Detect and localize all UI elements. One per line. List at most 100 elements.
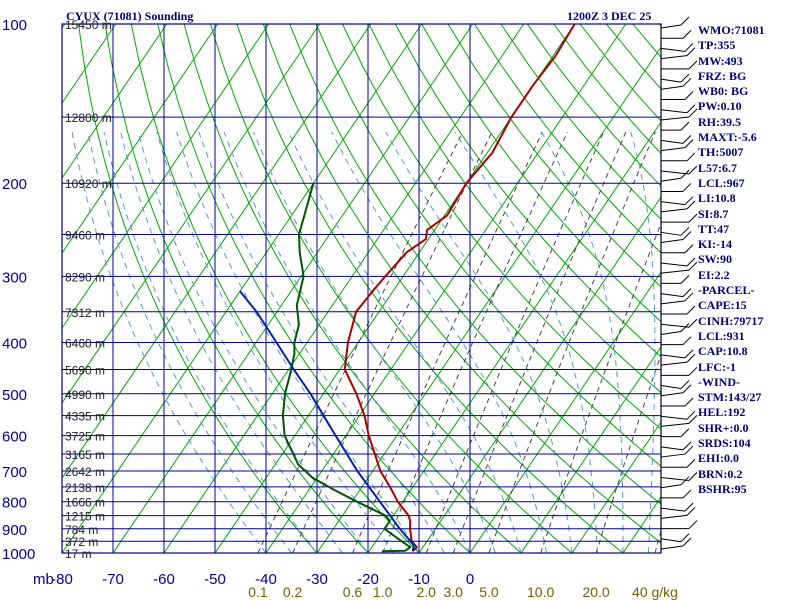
height-label: 784 m <box>65 523 98 537</box>
mixing-ratio-label: 5.0 <box>479 584 499 600</box>
height-label: 9460 m <box>65 229 105 243</box>
height-label: 4335 m <box>65 410 105 424</box>
wind-barb <box>660 446 684 451</box>
temperature-tick-label: -10 <box>408 571 430 588</box>
sounding-index-item: -WIND- <box>698 374 740 389</box>
wind-barb <box>684 43 694 52</box>
wind-barb <box>680 226 690 236</box>
sounding-index-item: LCL:967 <box>698 175 745 190</box>
sounding-indices-list: WMO:71081 TP:355 MW:493 FRZ: BG WB0: BG PW:0.… <box>698 23 765 497</box>
sounding-index-item: TP:355 <box>698 38 736 53</box>
sounding-index-item: STM:143/27 <box>698 390 762 405</box>
wind-barb <box>686 104 696 114</box>
wind-barb <box>660 139 684 144</box>
height-label: 4990 m <box>65 388 105 402</box>
wind-barb <box>660 514 688 519</box>
wind-barb <box>688 213 698 223</box>
mixing-ratio-line <box>292 131 493 553</box>
wind-barb <box>660 85 684 90</box>
wind-barb <box>660 538 682 543</box>
isotherm-line <box>62 24 270 329</box>
moist-adiabat-line <box>331 131 547 553</box>
sounding-index-item: CINH:79717 <box>698 313 764 328</box>
wind-barb <box>684 244 694 254</box>
wind-barb <box>660 330 682 335</box>
mixing-ratio-label: 10.0 <box>527 584 554 600</box>
temperature-tick-label: -30 <box>306 571 328 588</box>
wind-barb <box>684 196 694 206</box>
sounding-index-item: FRZ: BG <box>698 68 747 83</box>
wind-barb <box>688 108 698 118</box>
chart-timestamp: 1200Z 3 DEC 25 <box>567 9 652 23</box>
sounding-index-item: PW:0.10 <box>698 99 742 114</box>
wind-barb <box>660 231 682 236</box>
height-label: 15450 m <box>65 18 112 32</box>
mixing-ratio-label: 0.2 <box>283 584 303 600</box>
sounding-index-item: L57:6.7 <box>698 160 737 175</box>
wind-barb <box>660 116 690 121</box>
wind-barb <box>688 472 698 481</box>
wind-barb <box>660 47 686 52</box>
height-label: 12800 m <box>65 111 112 125</box>
wind-barb <box>684 139 694 148</box>
isotherm-line <box>163 24 525 553</box>
height-label: 10920 m <box>65 177 112 191</box>
sounding-index-item: LFC:-1 <box>698 359 736 374</box>
isotherm-line <box>62 24 372 479</box>
wind-barb <box>682 77 692 87</box>
pressure-tick-label: 500 <box>2 387 27 404</box>
wind-barb <box>660 361 688 366</box>
mixing-ratio-label: 3.0 <box>444 584 464 600</box>
temperature-tick-label: -80 <box>51 571 73 588</box>
height-label: 2642 m <box>65 465 105 479</box>
pressure-tick-label: 200 <box>2 176 27 193</box>
height-label: 3725 m <box>65 430 105 444</box>
isotherm-line <box>571 421 661 553</box>
wind-barb <box>660 55 688 60</box>
pressure-tick-label: 100 <box>2 17 27 34</box>
wind-barb <box>682 336 692 346</box>
wind-barb <box>682 135 692 144</box>
pressure-tick-label: 900 <box>2 522 27 539</box>
wind-barb <box>680 428 690 437</box>
wind-barb <box>686 200 696 210</box>
wind-barb <box>660 476 690 481</box>
sounding-index-item: TT:47 <box>698 221 730 236</box>
wind-barb <box>680 121 690 131</box>
wind-barb <box>686 353 696 363</box>
wind-barb <box>686 152 696 162</box>
height-label: 17 m <box>65 547 92 561</box>
wind-barb <box>684 502 694 512</box>
temperature-tick-label: -50 <box>204 571 226 588</box>
sounding-index-item: MW:493 <box>698 53 743 68</box>
wind-barb <box>686 410 696 420</box>
temperature-tick-label: -70 <box>102 571 124 588</box>
wind-barb <box>660 24 682 29</box>
wind-barb <box>660 392 684 397</box>
wind-barb <box>660 170 690 175</box>
wind-barb <box>688 261 698 271</box>
wind-barb <box>660 453 686 458</box>
mixing-ratio-line <box>352 131 543 553</box>
wind-barb <box>660 415 688 420</box>
wind-barb <box>686 305 696 315</box>
pressure-tick-label: 800 <box>2 495 27 512</box>
isotherm-line <box>62 24 423 553</box>
sounding-index-item: SHR+:0.0 <box>698 420 749 435</box>
wind-barb <box>682 537 692 547</box>
mixing-ratio-line <box>595 353 661 553</box>
wind-barb <box>660 385 682 390</box>
sounding-index-item: LI:10.8 <box>698 191 736 206</box>
isotherm-line <box>62 24 321 404</box>
sounding-index-item: MAXT:-5.6 <box>698 130 757 145</box>
wind-barb <box>684 349 694 359</box>
wind-barb <box>688 520 698 529</box>
wind-barb <box>680 323 690 332</box>
pressure-tick-label: 1000 <box>2 546 35 563</box>
mixing-ratio-label: 20.0 <box>582 584 609 600</box>
wind-barb <box>680 476 690 486</box>
pressure-tick-label: 300 <box>2 269 27 286</box>
wind-barb <box>682 29 692 39</box>
